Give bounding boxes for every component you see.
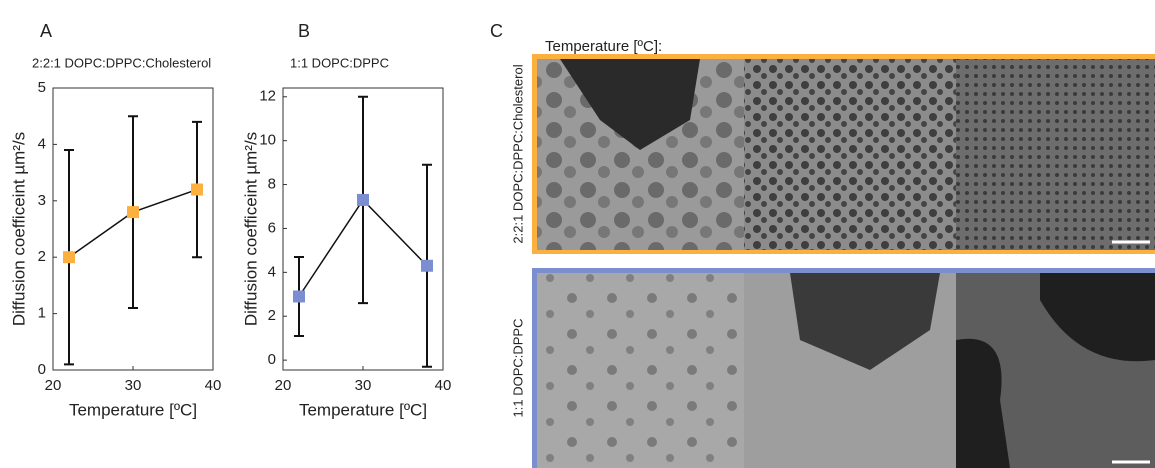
y-tick-label: 5 <box>38 79 46 96</box>
marker <box>293 290 305 303</box>
x-tick-label: 30 <box>355 377 372 394</box>
y-tick-label: 0 <box>38 361 46 378</box>
marker <box>357 193 369 206</box>
y-axis-label: Diffusion coefficeint µm²/s <box>241 132 260 326</box>
y-tick-label: 12 <box>259 88 276 105</box>
panel-label: C <box>490 21 503 41</box>
x-axis-label: Temperature [ºC] <box>69 400 197 419</box>
chart-title: 1:1 DOPC:DPPC <box>290 55 389 70</box>
y-tick-label: 0 <box>268 351 276 368</box>
image <box>956 59 1155 250</box>
panel-label: B <box>298 21 310 41</box>
y-tick-label: 2 <box>38 248 46 265</box>
panel-c: C Temperature [ºC]: 22 30 38 2:2:1 DOPC:… <box>490 21 1155 468</box>
row-label: 2:2:1 DOPC:DPPC:Cholesterol <box>510 64 525 243</box>
y-tick-label: 10 <box>259 132 276 149</box>
x-tick-label: 20 <box>45 377 62 394</box>
y-tick-label: 4 <box>38 135 46 152</box>
header: Temperature [ºC]: <box>545 38 662 55</box>
x-tick-label: 30 <box>125 377 142 394</box>
x-tick-label: 40 <box>205 377 222 394</box>
y-tick-label: 8 <box>268 176 276 193</box>
image-detail <box>790 273 940 370</box>
image <box>537 273 744 468</box>
y-tick-label: 2 <box>268 307 276 324</box>
image-detail <box>560 59 700 150</box>
y-tick-label: 3 <box>38 192 46 209</box>
y-tick-label: 4 <box>268 263 276 280</box>
y-tick-label: 1 <box>38 305 46 322</box>
image-detail <box>956 273 1155 468</box>
panel-label: A <box>40 21 52 41</box>
image <box>744 59 956 250</box>
y-axis-label: Diffusion coefficeint µm²/s <box>9 132 28 326</box>
marker <box>421 259 433 272</box>
marker <box>127 206 139 219</box>
marker <box>191 183 203 196</box>
y-tick-label: 6 <box>268 219 276 236</box>
chart-title: 2:2:1 DOPC:DPPC:Cholesterol <box>32 55 211 70</box>
x-tick-label: 20 <box>275 377 292 394</box>
x-tick-label: 40 <box>435 377 452 394</box>
x-axis-label: Temperature [ºC] <box>299 400 427 419</box>
row-label: 1:1 DOPC:DPPC <box>510 319 525 418</box>
marker <box>63 251 75 264</box>
